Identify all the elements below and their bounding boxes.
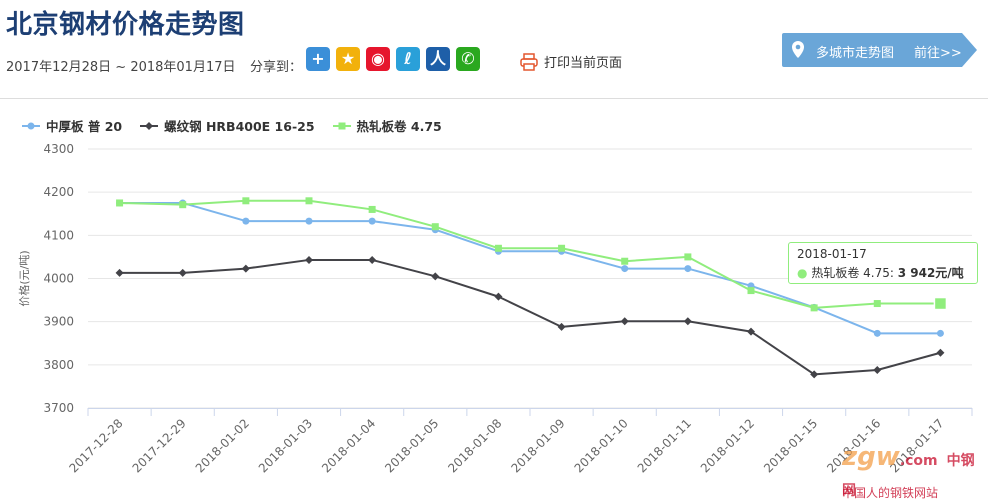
legend-item-2[interactable]: 热轧板卷 4.75: [332, 116, 442, 135]
qzone-share-icon[interactable]: ★: [336, 47, 360, 71]
y-axis-label: 价格(元/吨): [17, 250, 31, 306]
data-point: [368, 217, 376, 225]
series-line-2: [119, 199, 941, 309]
data-point: [242, 217, 250, 225]
page-title: 北京钢材价格走势图: [6, 10, 245, 40]
date-range: 2017年12月28日 ~ 2018年01月17日: [6, 60, 236, 75]
legend-label: 热轧板卷 4.75: [356, 119, 442, 134]
watermark-logo: zgw.com 中钢网: [842, 442, 975, 499]
chart-tooltip: 2018-01-17 ● 热轧板卷 4.75: 3 942元/吨: [788, 242, 978, 284]
y-tick-label: 4000: [43, 272, 74, 286]
tooltip-value: 3 942元/吨: [897, 266, 964, 280]
data-point: [621, 265, 629, 273]
tooltip-series: 热轧板卷 4.75: [811, 266, 890, 280]
data-point: [242, 197, 250, 205]
data-point: [873, 300, 881, 308]
x-tick-label: 2018-01-09: [508, 416, 567, 475]
x-tick-label: 2017-12-28: [66, 416, 125, 475]
data-point: [305, 217, 313, 225]
x-tick-label: 2018-01-12: [698, 416, 757, 475]
x-tick-label: 2018-01-02: [193, 416, 252, 475]
data-point: [621, 257, 629, 265]
data-point: [305, 255, 313, 264]
series-line-1: [119, 258, 941, 376]
data-point: [873, 329, 881, 337]
tooltip-series-dot: ●: [797, 266, 808, 280]
data-point: [747, 287, 755, 295]
share-label: 分享到：: [250, 60, 303, 75]
header-divider: [0, 98, 988, 99]
data-point: [368, 255, 377, 264]
data-point: [115, 268, 124, 277]
data-point: [936, 348, 945, 357]
chart-legend: 中厚板 普 20 螺纹钢 HRB400E 16-25 热轧板卷 4.75: [22, 116, 442, 135]
highlighted-point: [933, 296, 948, 311]
data-point: [431, 223, 439, 231]
legend-label: 中厚板 普 20: [46, 119, 123, 134]
y-tick-label: 3800: [43, 358, 74, 372]
data-point: [368, 205, 376, 213]
data-point: [305, 197, 313, 205]
share-icons: + ★ ◉ ℓ 人 ✆: [306, 47, 480, 71]
data-point: [116, 199, 124, 207]
series-line-0: [119, 201, 941, 335]
legend-item-1[interactable]: 螺纹钢 HRB400E 16-25: [140, 116, 315, 135]
x-tick-label: 2018-01-03: [256, 416, 315, 475]
x-tick-label: 2018-01-11: [635, 416, 694, 475]
data-point: [178, 268, 187, 277]
legend-item-0[interactable]: 中厚板 普 20: [22, 116, 122, 135]
legend-symbol: [140, 121, 159, 130]
renren-share-icon[interactable]: 人: [426, 47, 450, 71]
x-tick-label: 2017-12-29: [130, 416, 189, 475]
weibo-share-icon[interactable]: ◉: [366, 47, 390, 71]
city-button-label: 多城市走势图: [816, 46, 895, 61]
data-point: [557, 322, 566, 331]
wechat-share-icon[interactable]: ✆: [456, 47, 480, 71]
legend-label: 螺纹钢 HRB400E 16-25: [164, 119, 315, 134]
data-point: [620, 317, 629, 326]
print-label: 打印当前页面: [544, 56, 623, 71]
data-point: [431, 272, 440, 281]
data-point: [683, 317, 692, 326]
y-tick-label: 4100: [43, 228, 74, 242]
y-tick-label: 3700: [43, 401, 74, 415]
y-tick-label: 4200: [43, 185, 74, 199]
y-tick-label: 4300: [43, 142, 74, 156]
print-page-button[interactable]: 打印当前页面: [520, 52, 622, 71]
printer-icon: [520, 52, 538, 71]
legend-symbol: [332, 122, 351, 129]
location-pin-icon: [792, 41, 804, 58]
data-point: [936, 329, 944, 337]
data-point: [810, 304, 818, 312]
multi-city-trend-button[interactable]: 多城市走势图 前往>>: [782, 33, 977, 67]
data-point: [810, 370, 819, 379]
city-button-go[interactable]: 前往>>: [914, 46, 962, 61]
data-point: [873, 366, 882, 375]
data-point: [747, 327, 755, 336]
plus-share-icon[interactable]: +: [306, 47, 330, 71]
data-point: [494, 292, 503, 301]
x-tick-label: 2018-01-10: [572, 416, 631, 475]
data-point: [684, 265, 692, 273]
city-button-background: [782, 33, 977, 67]
tooltip-date: 2018-01-17: [797, 247, 867, 261]
data-point: [558, 244, 566, 252]
data-point: [684, 253, 692, 261]
watermark-slogan: 中国人的钢铁网站: [842, 486, 939, 500]
x-tick-label: 2018-01-15: [761, 416, 820, 475]
x-tick-label: 2018-01-04: [319, 416, 378, 475]
y-tick-label: 3900: [43, 315, 74, 329]
legend-symbol: [22, 122, 40, 129]
data-point: [241, 264, 250, 273]
data-point: [179, 201, 187, 209]
data-point: [494, 244, 502, 252]
x-tick-label: 2018-01-08: [445, 416, 504, 475]
tencent-weibo-share-icon[interactable]: ℓ: [396, 47, 420, 71]
x-tick-label: 2018-01-05: [382, 416, 441, 475]
